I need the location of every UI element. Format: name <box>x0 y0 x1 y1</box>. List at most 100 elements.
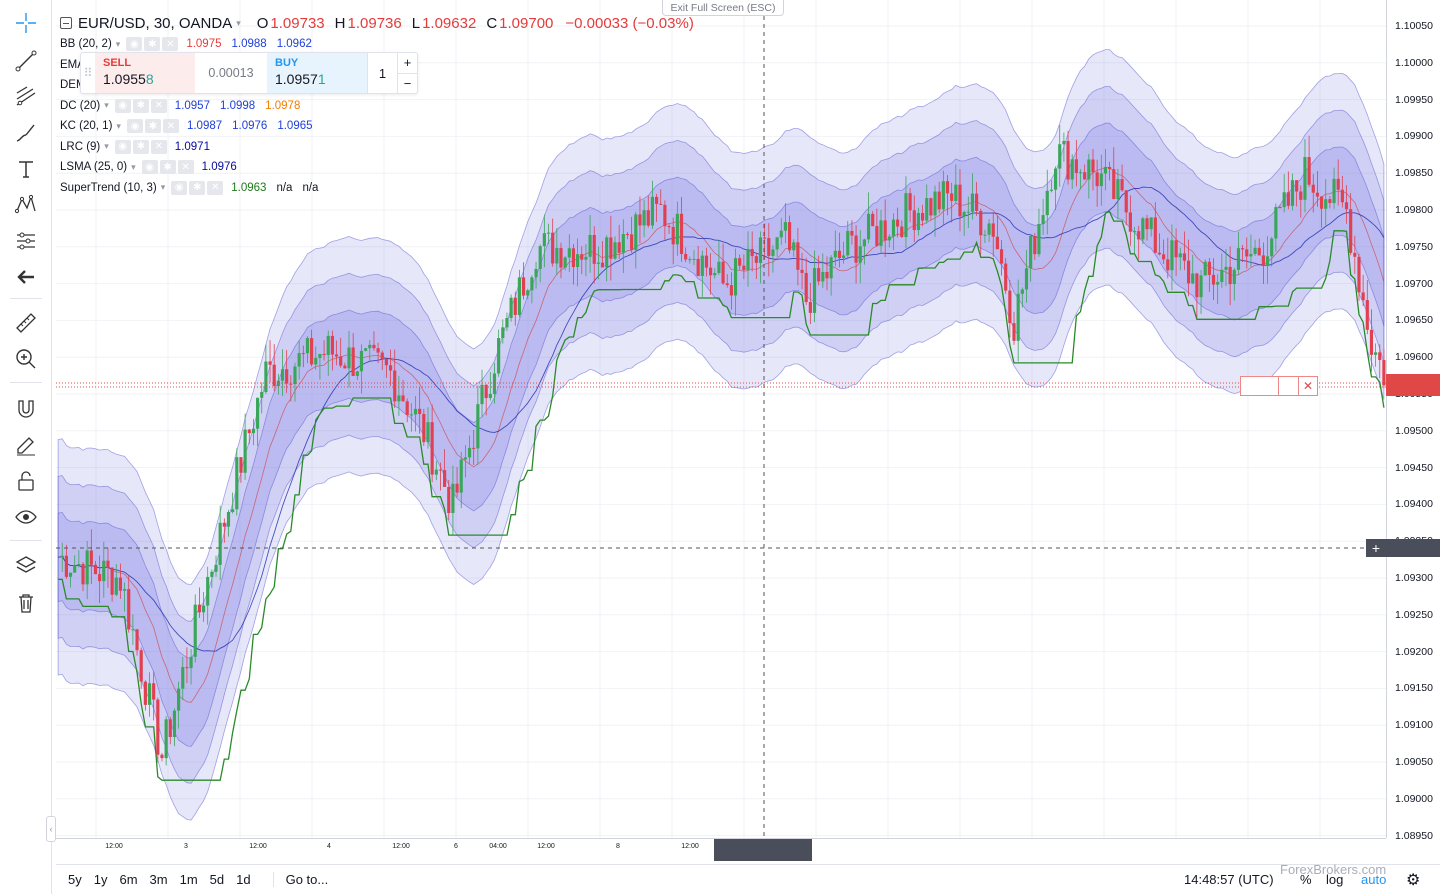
range-button-1y[interactable]: 1y <box>93 872 108 887</box>
indicator-row[interactable]: LRC (9) ▾ ◉ ✱ ✕ 1.0971 <box>60 137 694 158</box>
candle-body <box>862 239 866 247</box>
indicator-name[interactable]: LRC (9) <box>60 140 101 153</box>
indicator-row[interactable]: EMA <box>60 55 694 76</box>
collapse-toolbar-button[interactable]: ‹ <box>46 816 56 842</box>
range-button-6m[interactable]: 6m <box>119 872 138 887</box>
eye-icon[interactable]: ◉ <box>171 180 188 195</box>
indicator-name[interactable]: DC (20) <box>60 99 101 112</box>
auto-scale-button[interactable]: auto <box>1361 872 1387 887</box>
indicator-row[interactable]: BB (20, 2) ▾ ◉ ✱ ✕ 1.0975 1.0988 1.0962 <box>60 34 694 55</box>
order-qty-cell[interactable] <box>1241 377 1279 395</box>
add-alert-icon[interactable]: + <box>1371 540 1381 556</box>
time-axis[interactable]: 12:00 3 12:00 4 12:00 6 04:00 12:00 8 12:00 <box>56 838 1386 864</box>
indicator-name[interactable]: SuperTrend (10, 3) <box>60 181 157 194</box>
order-line-box[interactable]: ✕ <box>1240 376 1318 396</box>
eye-icon[interactable]: ◉ <box>141 160 158 175</box>
gear-icon[interactable]: ✱ <box>144 119 161 134</box>
percent-scale-button[interactable]: % <box>1300 872 1312 887</box>
close-icon[interactable]: ✕ <box>1302 379 1314 393</box>
indicator-row[interactable]: KC (20, 1) ▾ ◉ ✱ ✕ 1.0987 1.0976 1.0965 <box>60 116 694 137</box>
pencil-lock-icon[interactable] <box>8 430 44 460</box>
indicator-row[interactable]: DEM <box>60 75 694 96</box>
crosshair-icon[interactable] <box>8 8 44 38</box>
brush-icon[interactable] <box>8 118 44 148</box>
range-button-3m[interactable]: 3m <box>149 872 168 887</box>
decrease-quantity-button[interactable]: − <box>403 75 412 91</box>
gear-icon[interactable]: ✱ <box>159 160 176 175</box>
indicator-row[interactable]: SuperTrend (10, 3) ▾ ◉ ✱ ✕ 1.0963 n/a n/a <box>60 178 694 199</box>
lock-icon[interactable] <box>8 466 44 496</box>
close-icon[interactable]: ✕ <box>162 119 179 134</box>
range-button-5y[interactable]: 5y <box>68 872 82 887</box>
range-button-5d[interactable]: 5d <box>209 872 225 887</box>
gear-icon[interactable]: ✱ <box>189 180 206 195</box>
price-chart[interactable] <box>56 0 1386 838</box>
trend-line-icon[interactable] <box>8 46 44 76</box>
zoom-icon[interactable] <box>8 344 44 374</box>
symbol-title[interactable]: EUR/USD, 30, OANDA <box>78 14 233 32</box>
indicator-name[interactable]: DEM <box>60 79 86 92</box>
chevron-down-icon[interactable]: ▾ <box>236 17 241 28</box>
collapse-legend-icon[interactable] <box>60 17 72 29</box>
pattern-icon[interactable] <box>8 190 44 220</box>
eye-icon[interactable] <box>8 502 44 532</box>
sell-price-pip: 8 <box>145 71 154 87</box>
goto-date-button[interactable]: Go to... <box>272 872 328 887</box>
indicator-name[interactable]: BB (20, 2) <box>60 38 112 51</box>
close-icon[interactable]: ✕ <box>177 160 194 175</box>
candle-body <box>758 237 763 263</box>
ruler-icon[interactable] <box>8 308 44 338</box>
chevron-down-icon[interactable]: ▾ <box>104 100 109 111</box>
indicator-row[interactable]: DC (20) ▾ ◉ ✱ ✕ 1.0957 1.0998 1.0978 <box>60 96 694 117</box>
back-arrow-icon[interactable] <box>8 262 44 292</box>
close-icon[interactable]: ✕ <box>207 180 224 195</box>
trash-icon[interactable] <box>8 588 44 618</box>
price-tick-label: 1.09700 <box>1395 277 1433 290</box>
candle-body <box>808 301 812 313</box>
indicator-name[interactable]: KC (20, 1) <box>60 120 113 133</box>
quantity-input[interactable]: 1 <box>367 53 397 93</box>
eye-icon[interactable]: ◉ <box>114 98 131 113</box>
candle-body <box>1120 179 1124 191</box>
text-icon[interactable] <box>8 154 44 184</box>
price-tick-label: 1.09750 <box>1395 240 1433 253</box>
gear-icon[interactable]: ✱ <box>132 139 149 154</box>
indicator-row[interactable]: LSMA (25, 0) ▾ ◉ ✱ ✕ 1.0976 <box>60 157 694 178</box>
chevron-down-icon[interactable]: ▾ <box>160 182 166 193</box>
exit-fullscreen-button[interactable]: Exit Full Screen (ESC) <box>662 0 784 16</box>
layers-icon[interactable] <box>8 551 44 581</box>
eye-icon[interactable]: ◉ <box>126 37 143 52</box>
drag-handle-icon[interactable]: ⠿ <box>83 66 93 80</box>
chevron-down-icon[interactable]: ▾ <box>131 161 136 172</box>
chevron-down-icon[interactable]: ▾ <box>116 120 121 131</box>
magnet-icon[interactable] <box>8 394 44 424</box>
utc-clock[interactable]: 14:48:57 (UTC) <box>1184 872 1274 887</box>
close-icon[interactable]: ✕ <box>150 98 167 113</box>
gear-icon[interactable]: ✱ <box>144 37 161 52</box>
chevron-down-icon[interactable]: ▾ <box>115 38 121 49</box>
chart-pane[interactable] <box>56 0 1386 838</box>
toolbar-separator <box>10 382 42 383</box>
indicator-actions: ◉ ✱ ✕ <box>114 98 167 113</box>
gear-icon[interactable]: ⚙ <box>1406 871 1421 889</box>
indicator-name[interactable]: LSMA (25, 0) <box>60 161 128 174</box>
range-button-1m[interactable]: 1m <box>179 872 198 887</box>
candle-body <box>1103 166 1108 174</box>
close-icon[interactable]: ✕ <box>150 139 167 154</box>
buy-button[interactable]: BUY 1.09571 <box>267 53 367 93</box>
log-scale-button[interactable]: log <box>1326 872 1344 887</box>
sell-button[interactable]: SELL 1.09558 <box>95 53 195 93</box>
eye-icon[interactable]: ◉ <box>126 119 143 134</box>
range-button-1d[interactable]: 1d <box>236 872 251 887</box>
price-scale[interactable]: 1.10050 1.10000 1.09950 1.09900 1.09850 1.098… <box>1386 0 1440 842</box>
prediction-icon[interactable] <box>8 226 44 256</box>
candle-body <box>1274 207 1278 239</box>
close-icon[interactable]: ✕ <box>162 37 179 52</box>
increase-quantity-button[interactable]: + <box>398 53 417 74</box>
fib-icon[interactable] <box>8 82 44 112</box>
chevron-down-icon[interactable]: ▾ <box>104 141 109 152</box>
indicator-name[interactable]: EMA <box>60 58 85 71</box>
order-type-cell[interactable] <box>1279 377 1299 395</box>
gear-icon[interactable]: ✱ <box>132 98 149 113</box>
eye-icon[interactable]: ◉ <box>114 139 131 154</box>
